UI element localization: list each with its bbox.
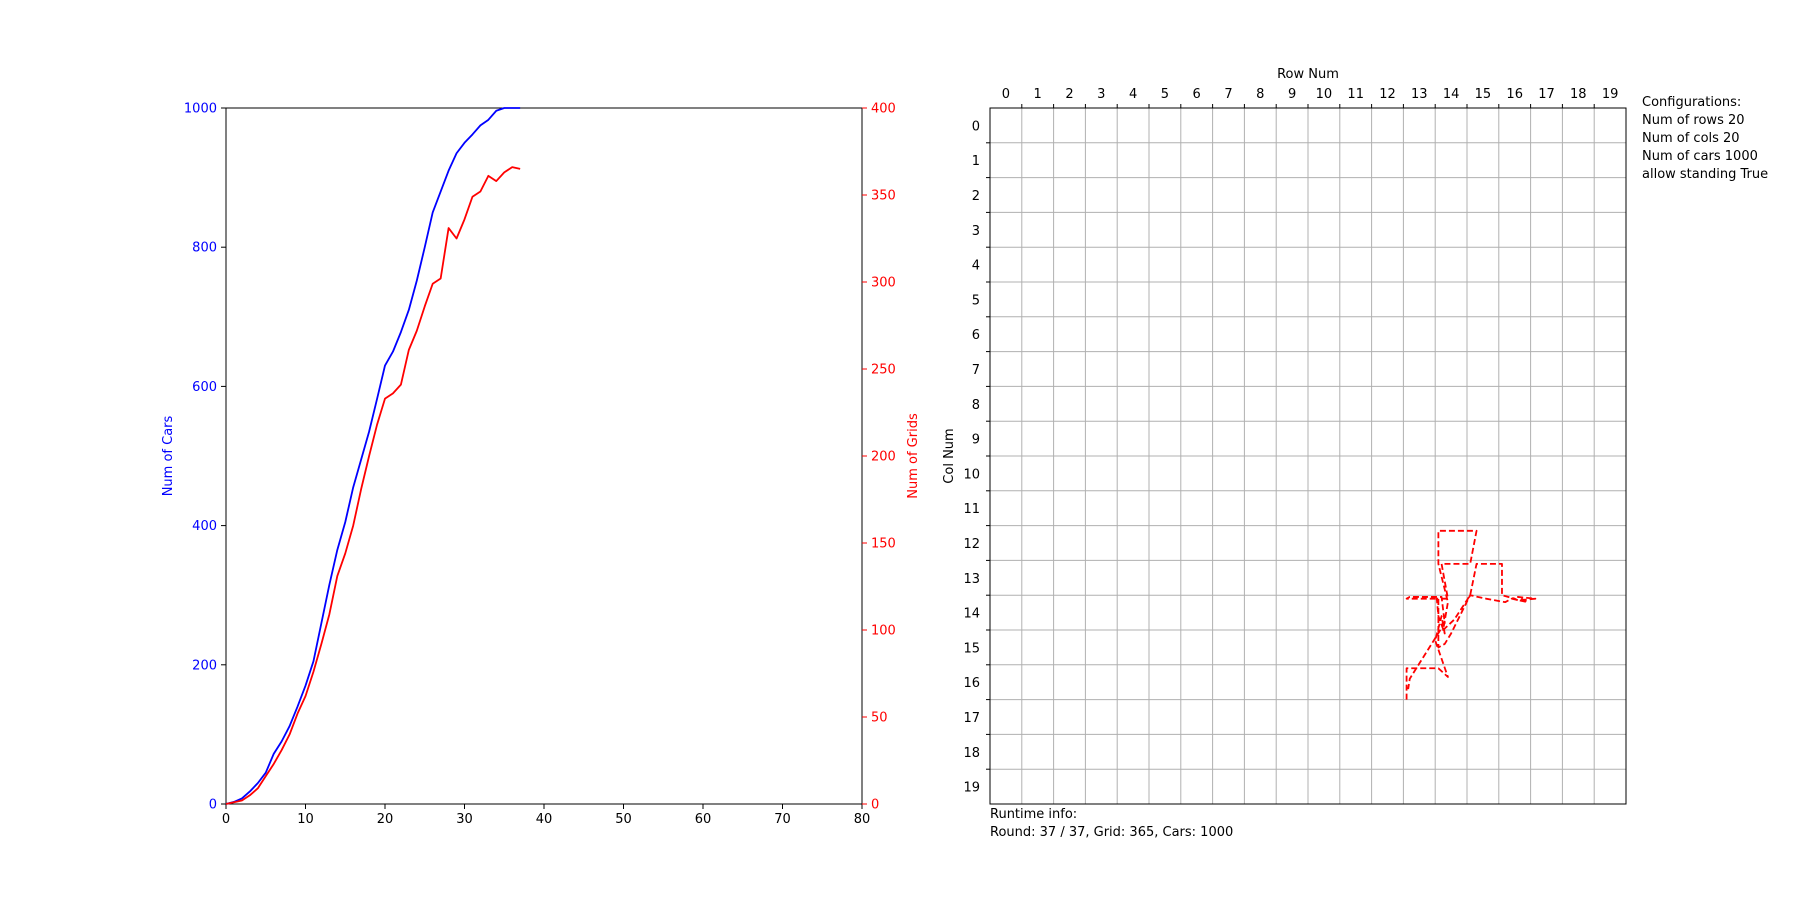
col-tick-label: 15 [963,641,980,656]
configurations-panel: Configurations: Num of rows 20 Num of co… [1642,94,1768,184]
col-tick-label: 14 [963,607,980,622]
cars-series-line [225,107,521,805]
config-cols: Num of cols 20 [1642,131,1740,146]
y-tick-label: 600 [192,380,217,395]
row-tick-label: 10 [1316,87,1333,102]
x-tick-label: 10 [297,812,314,827]
y2-tick-label: 300 [871,276,896,291]
row-tick-label: 2 [1065,87,1073,102]
row-tick-label: 8 [1256,87,1264,102]
col-tick-label: 12 [963,537,980,552]
cars-grids-line-chart: 0 10 20 30 40 50 60 70 8002004006008001000050100… [161,102,921,828]
row-tick-label: 0 [1002,87,1010,102]
x-axis-label: Row Num [1277,67,1339,82]
runtime-panel: Runtime info: Round: 37 / 37, Grid: 365,… [990,806,1233,842]
row-tick-label: 13 [1411,87,1428,102]
x-tick-label: 40 [536,812,553,827]
grid-frame [989,107,1627,805]
col-tick-label: 19 [963,781,980,796]
y2-tick-label: 0 [871,798,879,813]
row-tick-label: 14 [1443,87,1460,102]
col-tick-label: 9 [972,433,980,448]
col-tick-label: 5 [972,293,980,308]
x-tick-label: 80 [854,812,871,827]
row-tick-label: 16 [1506,87,1523,102]
y2-axis-label: Num of Grids [906,413,921,499]
col-tick-label: 11 [963,502,980,517]
y-axis-label: Num of Cars [161,415,176,496]
x-tick-label: 30 [456,812,473,827]
runtime-status: Round: 37 / 37, Grid: 365, Cars: 1000 [990,825,1234,840]
col-tick-label: 17 [963,711,980,726]
x-tick-label: 20 [377,812,394,827]
col-tick-label: 2 [972,189,980,204]
col-tick-label: 13 [963,572,980,587]
y2-tick-label: 50 [871,711,888,726]
configurations-title: Configurations: [1642,95,1742,110]
y-tick-label: 400 [192,519,217,534]
col-tick-label: 8 [972,398,980,413]
row-tick-label: 12 [1379,87,1396,102]
col-tick-label: 10 [963,467,980,482]
grid-path-chart: 0 1 2 3 4 5 6 7 8 9 10 11 12 13 14 15 16 17 18 190123456789… [942,67,1627,805]
car-path-line [1405,529,1537,700]
y2-tick-label: 200 [871,450,896,465]
col-tick-label: 3 [972,224,980,239]
col-tick-label: 18 [963,746,980,761]
x-tick-label: 0 [222,812,230,827]
col-tick-label: 7 [972,363,980,378]
runtime-title: Runtime info: [990,807,1078,822]
plot-frame [225,107,863,805]
config-cars: Num of cars 1000 [1642,149,1758,164]
row-tick-label: 17 [1538,87,1555,102]
row-tick-label: 3 [1097,87,1105,102]
y2-tick-label: 150 [871,537,896,552]
row-tick-label: 6 [1193,87,1201,102]
row-tick-label: 9 [1288,87,1296,102]
y2-tick-label: 350 [871,189,896,204]
y-tick-label: 0 [209,798,217,813]
y2-tick-label: 400 [871,102,896,117]
row-tick-label: 7 [1224,87,1232,102]
y2-tick-label: 100 [871,624,896,639]
col-tick-label: 1 [972,154,980,169]
row-tick-label: 1 [1034,87,1042,102]
row-tick-label: 4 [1129,87,1137,102]
col-tick-label: 0 [972,119,980,134]
x-tick-label: 60 [695,812,712,827]
y-tick-label: 800 [192,241,217,256]
col-tick-label: 6 [972,328,980,343]
config-standing: allow standing True [1642,167,1769,182]
y2-tick-label: 250 [871,363,896,378]
x-tick-label: 70 [774,812,791,827]
y-tick-label: 200 [192,658,217,673]
config-rows: Num of rows 20 [1642,113,1745,128]
row-tick-label: 11 [1347,87,1364,102]
y-tick-label: 1000 [184,102,217,117]
row-tick-label: 18 [1570,87,1587,102]
row-tick-label: 19 [1602,87,1619,102]
row-tick-label: 5 [1161,87,1169,102]
col-tick-label: 4 [972,259,980,274]
grids-series-line [225,166,521,805]
row-tick-label: 15 [1475,87,1492,102]
col-tick-label: 16 [963,676,980,691]
x-tick-label: 50 [615,812,632,827]
y-axis-label: Col Num [942,428,957,483]
